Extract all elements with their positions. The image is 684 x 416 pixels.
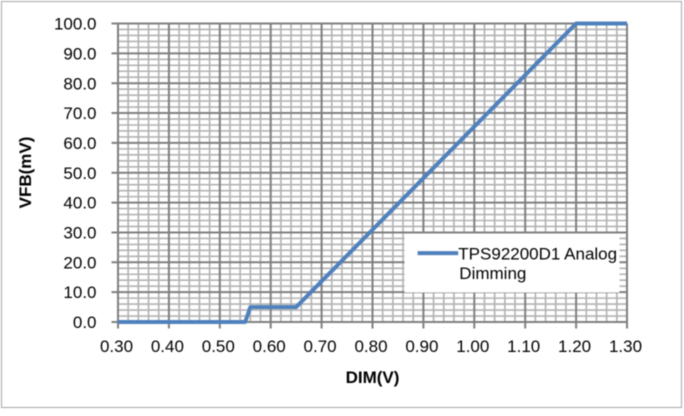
svg-text:90.0: 90.0 xyxy=(63,45,96,64)
svg-text:40.0: 40.0 xyxy=(63,194,96,213)
svg-text:Dimming: Dimming xyxy=(459,264,526,283)
svg-text:30.0: 30.0 xyxy=(63,224,96,243)
svg-text:20.0: 20.0 xyxy=(63,253,96,272)
svg-text:50.0: 50.0 xyxy=(63,164,96,183)
svg-text:TPS92200D1 Analog: TPS92200D1 Analog xyxy=(458,245,617,264)
svg-text:0.60: 0.60 xyxy=(253,337,286,356)
svg-text:0.80: 0.80 xyxy=(354,337,387,356)
svg-text:VFB(mV): VFB(mV) xyxy=(16,137,35,209)
svg-text:1.30: 1.30 xyxy=(609,337,642,356)
svg-text:1.20: 1.20 xyxy=(558,337,591,356)
svg-text:0.40: 0.40 xyxy=(151,337,184,356)
svg-text:DIM(V): DIM(V) xyxy=(346,368,400,387)
svg-text:70.0: 70.0 xyxy=(63,104,96,123)
svg-text:0.50: 0.50 xyxy=(202,337,235,356)
svg-text:10.0: 10.0 xyxy=(63,283,96,302)
svg-text:60.0: 60.0 xyxy=(63,134,96,153)
svg-text:80.0: 80.0 xyxy=(63,74,96,93)
svg-text:0.90: 0.90 xyxy=(405,337,438,356)
svg-text:1.00: 1.00 xyxy=(456,337,489,356)
svg-text:0.30: 0.30 xyxy=(100,337,133,356)
svg-text:100.0: 100.0 xyxy=(54,15,97,34)
svg-text:0.70: 0.70 xyxy=(304,337,337,356)
svg-text:1.10: 1.10 xyxy=(507,337,540,356)
svg-text:0.0: 0.0 xyxy=(73,313,97,332)
